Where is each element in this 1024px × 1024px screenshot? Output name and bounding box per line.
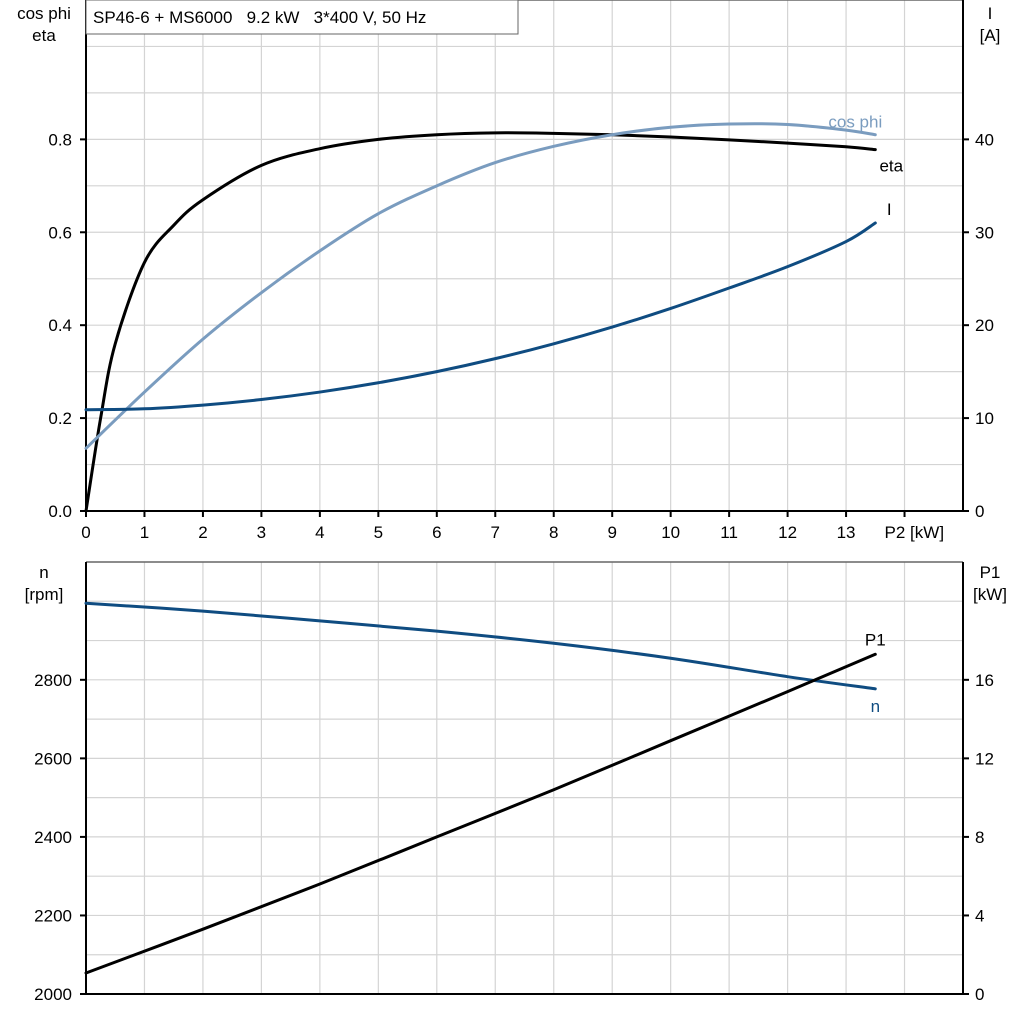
left-axis-title: eta [32, 26, 56, 45]
x-tick-label: 4 [315, 523, 324, 542]
right-tick-label: 0 [975, 985, 984, 1004]
series-line-cos-phi [84, 122, 877, 450]
left-axis-title: [rpm] [25, 585, 64, 604]
left-tick-label: 2400 [34, 828, 72, 847]
left-tick-label: 2600 [34, 749, 72, 768]
left-tick-label: 0.2 [48, 409, 72, 428]
x-tick-label: 5 [374, 523, 383, 542]
right-tick-label: 0 [975, 502, 984, 521]
right-axis-title: [A] [980, 26, 1001, 45]
right-tick-label: 4 [975, 906, 984, 925]
series-line-p1 [84, 652, 877, 975]
series-line-n [84, 601, 877, 691]
right-tick-label: 40 [975, 130, 994, 149]
right-tick-label: 8 [975, 828, 984, 847]
x-axis-title: P2 [kW] [885, 523, 945, 542]
left-tick-label: 0.8 [48, 130, 72, 149]
left-tick-label: 2800 [34, 671, 72, 690]
series-line-eta [84, 131, 877, 513]
x-tick-label: 13 [837, 523, 856, 542]
left-tick-label: 2200 [34, 906, 72, 925]
x-tick-label: 0 [81, 523, 90, 542]
left-tick-label: 0.4 [48, 316, 72, 335]
left-tick-label: 2000 [34, 985, 72, 1004]
x-tick-label: 6 [432, 523, 441, 542]
series-label-n: n [871, 697, 880, 716]
right-tick-label: 16 [975, 671, 994, 690]
series-label-eta: eta [879, 157, 903, 176]
right-axis-title: [kW] [973, 585, 1007, 604]
left-axis-title: n [39, 563, 48, 582]
series-label-i: I [887, 200, 892, 219]
right-axis-title: P1 [980, 563, 1001, 582]
x-tick-label: 9 [607, 523, 616, 542]
top-chart: 0.0 0.2 0.4 0.6 0.8 0 10 20 30 40 cos phi eta I [A] 0 1… [17, 0, 1000, 542]
title-box [85, 0, 519, 35]
x-tick-label: 7 [491, 523, 500, 542]
x-tick-label: 1 [140, 523, 149, 542]
x-tick-label: 11 [720, 523, 738, 542]
left-tick-label: 0.0 [48, 502, 72, 521]
right-tick-label: 20 [975, 316, 994, 335]
series-label-cos-phi: cos phi [828, 113, 882, 132]
bottom-chart: 2000 2200 2400 2600 2800 0 4 8 12 16 n [rpm] P1 [kW] n… [25, 561, 1007, 1004]
x-tick-label: 12 [778, 523, 797, 542]
left-tick-label: 0.6 [48, 223, 72, 242]
left-axis-title: cos phi [17, 4, 71, 23]
x-tick-label: 2 [198, 523, 207, 542]
x-tick-label: 8 [549, 523, 558, 542]
right-axis-title: I [988, 4, 993, 23]
x-tick-label: 3 [257, 523, 266, 542]
chart-title: SP46-6 + MS6000 9.2 kW 3*400 V, 50 Hz [93, 8, 426, 27]
series-line-i [84, 221, 877, 412]
right-tick-label: 12 [975, 749, 994, 768]
series-label-p1: P1 [865, 630, 886, 649]
right-tick-label: 30 [975, 223, 994, 242]
right-tick-label: 10 [975, 409, 994, 428]
x-tick-label: 10 [661, 523, 680, 542]
